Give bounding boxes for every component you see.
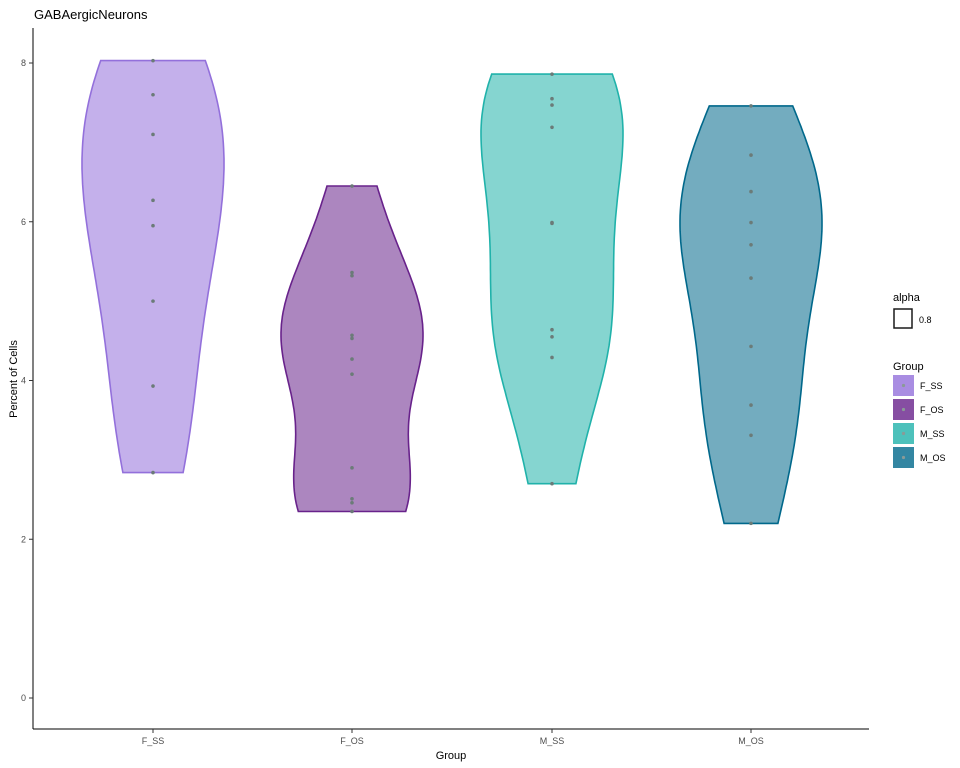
legend-label: F_OS xyxy=(920,405,944,415)
x-axis-title: Group xyxy=(436,750,467,762)
data-point xyxy=(151,384,155,388)
violin-f-os xyxy=(280,185,424,513)
legend-label: F_SS xyxy=(920,381,943,391)
x-axis-ticks: F_SS F_OS M_SS M_OS xyxy=(142,729,764,746)
y-axis-title: Percent of Cells xyxy=(8,340,20,418)
legend-alpha-key xyxy=(893,308,913,329)
data-point xyxy=(350,357,354,361)
legend-key-point xyxy=(901,455,906,460)
data-point xyxy=(550,96,554,101)
data-point xyxy=(151,198,155,203)
data-point xyxy=(350,273,354,278)
legend-alpha-title: alpha xyxy=(893,292,921,304)
violin-f-ss xyxy=(81,59,225,474)
data-point xyxy=(350,509,354,514)
data-point xyxy=(151,58,155,63)
y-tick-label: 0 xyxy=(21,693,26,703)
data-point xyxy=(350,372,354,376)
data-point xyxy=(749,220,753,225)
data-point xyxy=(550,103,554,107)
data-point xyxy=(151,299,155,303)
data-point xyxy=(350,496,354,501)
y-tick-label: 2 xyxy=(21,534,26,544)
x-tick-label: F_OS xyxy=(340,736,364,746)
data-point xyxy=(749,403,753,407)
legend-alpha-label: 0.8 xyxy=(919,315,932,325)
data-point xyxy=(749,521,753,526)
data-point xyxy=(749,344,753,349)
data-point xyxy=(350,466,354,470)
data-point xyxy=(550,355,554,360)
data-point xyxy=(350,336,354,341)
data-point xyxy=(350,333,354,338)
y-axis-ticks: 0 2 4 6 8 xyxy=(21,58,33,703)
data-point xyxy=(749,433,753,438)
data-point xyxy=(749,276,753,280)
violin-layer xyxy=(81,59,823,525)
x-tick-label: M_SS xyxy=(540,736,565,746)
y-tick-label: 8 xyxy=(21,58,26,68)
x-tick-label: M_OS xyxy=(738,736,764,746)
data-point xyxy=(550,221,554,226)
y-tick-label: 4 xyxy=(21,376,26,386)
data-point xyxy=(550,327,554,332)
data-point xyxy=(749,242,753,247)
violin-m-ss xyxy=(480,73,624,485)
data-point xyxy=(749,189,753,194)
legend-label: M_SS xyxy=(920,429,945,439)
data-point xyxy=(350,500,354,505)
data-point xyxy=(550,335,554,339)
data-point xyxy=(151,223,155,228)
data-point xyxy=(550,481,554,486)
violin-m-os xyxy=(679,105,823,525)
legend-key-point xyxy=(901,407,906,412)
x-tick-label: F_SS xyxy=(142,736,165,746)
data-point xyxy=(350,270,354,275)
y-tick-label: 6 xyxy=(21,217,26,227)
legend-key-point xyxy=(901,383,906,388)
point-layer xyxy=(151,58,753,526)
data-point xyxy=(151,132,155,137)
legend-group-items: F_SS F_OS M_SS M_OS xyxy=(893,375,946,468)
legend-key-point xyxy=(901,431,906,436)
legend-label: M_OS xyxy=(920,453,946,463)
data-point xyxy=(151,470,155,475)
chart-title: GABAergicNeurons xyxy=(34,7,148,22)
data-point xyxy=(749,104,753,108)
data-point xyxy=(350,184,354,188)
data-point xyxy=(550,125,554,130)
data-point xyxy=(151,92,155,97)
data-point xyxy=(749,153,753,157)
data-point xyxy=(550,72,554,76)
legend-group-title: Group xyxy=(893,361,924,373)
legend: alpha 0.8 Group F_SS F_OS M_SS M_OS xyxy=(893,292,946,468)
